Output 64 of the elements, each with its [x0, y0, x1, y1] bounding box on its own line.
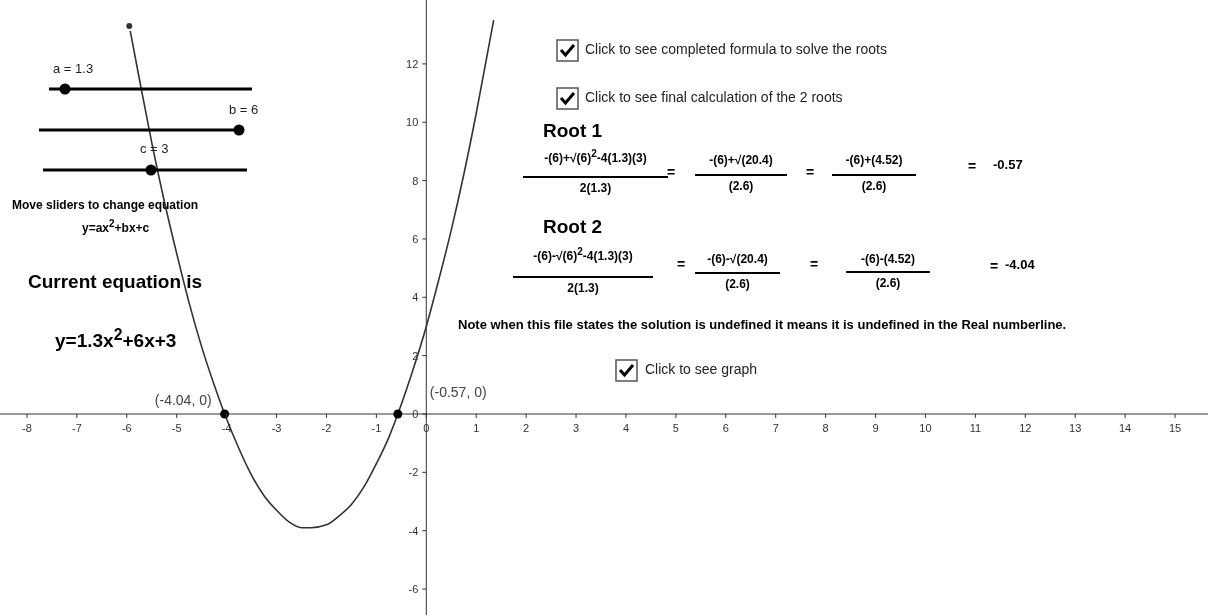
- x-tick-label: -8: [22, 421, 32, 434]
- annotation: Root 2: [543, 216, 603, 238]
- x-tick-label: 1: [473, 421, 480, 434]
- annotation: 2(1.3): [578, 181, 613, 195]
- y-tick-label: 12: [406, 57, 419, 70]
- annotation: =: [806, 164, 815, 180]
- annotation: -(6)+√(6)$^{2}$-4(1.3)(3): [543, 148, 648, 165]
- x-tick-label: 13: [1069, 421, 1082, 434]
- annotation: (-4.04, 0): [154, 391, 212, 408]
- x-tick-label: -1: [371, 421, 382, 434]
- annotation: -0.57: [993, 157, 1023, 172]
- y-tick-label: -6: [408, 583, 419, 596]
- annotation: y=ax$^{2}$+bx+c: [82, 218, 150, 235]
- annotation: =: [968, 158, 977, 174]
- annotation: -(6)-√(20.4): [706, 252, 769, 266]
- x-tick-label: 12: [1019, 421, 1032, 434]
- annotation: -(6)+(4.52): [844, 153, 904, 167]
- annotation: Click to see graph: [645, 361, 758, 377]
- x-tick-label: -3: [271, 421, 282, 434]
- x-tick-label: -2: [321, 421, 332, 434]
- annotation: -4.04: [1005, 257, 1035, 272]
- annotation: Click to see final calculation of the 2 roots: [585, 89, 843, 105]
- y-tick-label: 8: [412, 174, 419, 187]
- annotation: (-0.57, 0): [429, 383, 487, 400]
- y-tick-label: -2: [408, 466, 419, 479]
- x-tick-label: 11: [969, 421, 982, 434]
- x-tick-label: 5: [672, 421, 679, 434]
- annotation: (2.6): [727, 179, 755, 193]
- y-tick-label: 0: [412, 407, 419, 420]
- annotation: =: [810, 256, 819, 272]
- y-tick-label: 6: [412, 232, 419, 245]
- annotation: Click to see completed formula to solve the roots: [585, 41, 887, 57]
- annotation: -(6)-√(6)$^{2}$-4(1.3)(3): [532, 246, 634, 263]
- annotation: 2(1.3): [566, 281, 600, 295]
- x-tick-label: -7: [71, 421, 82, 434]
- annotation: (2.6): [724, 277, 751, 291]
- annotation: (2.6): [860, 179, 888, 193]
- annotation: Current equation is: [28, 271, 203, 293]
- x-tick-label: 2: [523, 421, 530, 434]
- y-tick-label: 4: [412, 291, 419, 304]
- x-tick-label: -6: [121, 421, 132, 434]
- x-tick-label: -5: [171, 421, 182, 434]
- annotation: (2.6): [874, 276, 902, 290]
- x-tick-label: 9: [872, 421, 879, 434]
- x-tick-label: 14: [1119, 421, 1132, 434]
- x-tick-label: 6: [722, 421, 729, 434]
- annotation: y=1.3x$^{2}$+6x+3: [55, 326, 177, 353]
- x-tick-label: 7: [772, 421, 779, 434]
- x-tick-label: 3: [572, 421, 580, 434]
- x-tick-label: 10: [919, 421, 932, 434]
- x-tick-label: 8: [822, 421, 829, 434]
- annotation: Note when this file states the solution is undefined it means it is undefined in the Real numberline.: [458, 317, 1067, 332]
- annotation: -(6)+√(20.4): [708, 153, 774, 167]
- annotation: =: [667, 164, 676, 180]
- annotation: -(6)-(4.52): [860, 252, 916, 266]
- x-tick-label: 15: [1168, 421, 1182, 434]
- annotation: Root 1: [543, 120, 603, 142]
- y-tick-label: 10: [406, 116, 419, 129]
- y-tick-label: -4: [408, 524, 419, 537]
- annotation: =: [677, 256, 686, 272]
- annotation: b = 6: [229, 102, 259, 117]
- annotation: =: [990, 258, 999, 274]
- annotation: a = 1.3: [53, 61, 94, 76]
- x-tick-label: 4: [622, 421, 630, 434]
